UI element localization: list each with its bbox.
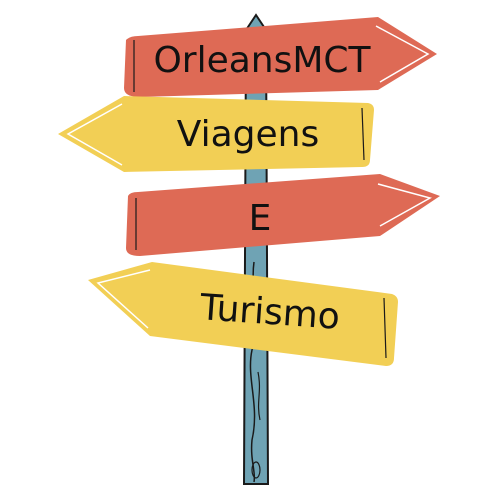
- sign-label-orleansmct: OrleansMCT: [153, 40, 371, 81]
- sign-label-viagens: Viagens: [177, 114, 319, 155]
- sign-viagens: Viagens: [58, 96, 374, 172]
- sign-label-e: E: [249, 198, 272, 239]
- sign-orleansmct: OrleansMCT: [124, 17, 437, 97]
- sign-label-turismo: Turismo: [198, 287, 342, 338]
- sign-turismo: Turismo: [88, 262, 398, 366]
- sign-e: E: [126, 174, 440, 256]
